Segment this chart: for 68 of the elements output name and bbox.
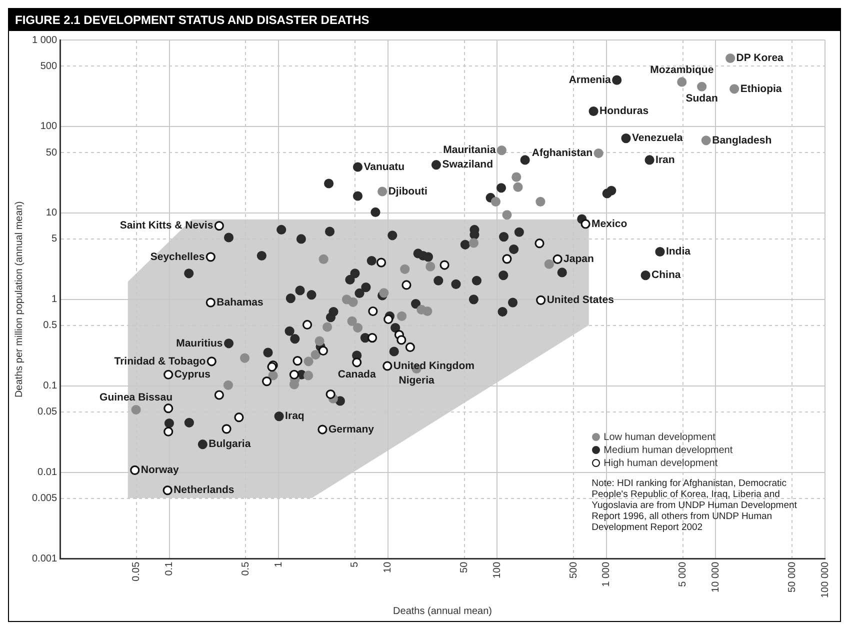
annotation: Venezuela <box>632 132 683 144</box>
annotation: United Kingdom <box>393 360 474 372</box>
x-tick-label: 50 000 <box>786 561 798 592</box>
y-tick-label: 0.001 <box>32 554 58 565</box>
y-axis-title: Deaths per million population (annual mean) <box>14 201 25 398</box>
legend-label: High human development <box>604 458 718 469</box>
annotation: Swaziland <box>442 158 493 171</box>
annotation: Japan <box>564 253 594 266</box>
annotation: Mozambique <box>650 64 714 76</box>
annotation: Bahamas <box>216 296 264 308</box>
annotation: Netherlands <box>174 484 234 496</box>
x-tick-label: 50 <box>459 561 470 573</box>
y-tick-label: 10 <box>46 208 58 219</box>
annotation: Note: HDI ranking for Afghanistan, Democratic People's Republic of Korea, Iraq, Liberia and Yugoslavia are from UNDP Human Development Report 1996, all others from UNDP Human Development Report 2002 <box>592 478 798 534</box>
y-tick-label: 5 <box>51 234 58 245</box>
annotation: Mauritius <box>176 337 223 350</box>
annotation: Armenia <box>568 74 611 86</box>
y-tick-label: 500 <box>40 60 58 72</box>
annotation: Sudan <box>686 92 718 105</box>
x-tick-label: 5 <box>350 561 361 568</box>
annotation: Mexico <box>592 218 628 230</box>
y-tick-label: 0.005 <box>32 493 58 504</box>
chart-title: FIGURE 2.1 DEVELOPMENT STATUS AND DISASTER DEATHS <box>9 9 840 31</box>
x-tick-label: 100 000 <box>820 561 831 598</box>
x-tick-label: 5 000 <box>678 561 689 587</box>
y-tick-label: 100 <box>40 121 58 132</box>
y-tick-label: 0.1 <box>43 380 58 392</box>
annotation: Nigeria <box>398 374 435 387</box>
x-tick-label: 1 000 <box>601 561 612 587</box>
annotation: Vanuatu <box>364 160 405 173</box>
x-axis-title: Deaths (annual mean) <box>393 606 492 617</box>
annotation: United States <box>546 294 614 306</box>
legend-label: Low human development <box>604 432 716 443</box>
x-tick-label: 10 000 <box>710 561 722 592</box>
annotation: Iraq <box>285 410 304 422</box>
x-tick-label: 10 <box>382 561 394 573</box>
legend-label: Medium human development <box>604 444 733 456</box>
annotation: Saint Kitts & Nevis <box>120 220 214 232</box>
annotation: Norway <box>140 464 179 476</box>
x-tick-label: 1 <box>273 561 284 568</box>
y-tick-label: 0.5 <box>43 320 58 332</box>
annotation: Afghanistan <box>532 147 593 160</box>
annotation: Germany <box>328 423 374 436</box>
annotation: Djibouti <box>388 185 428 198</box>
annotation: Guinea Bissau <box>100 392 173 404</box>
y-tick-label: 0.05 <box>38 406 58 418</box>
x-tick-label: 0.5 <box>240 561 252 576</box>
x-tick-label: 500 <box>568 561 580 579</box>
annotation: Bulgaria <box>208 438 251 450</box>
annotation: Mauritania <box>443 144 496 156</box>
annotation: Canada <box>338 368 376 380</box>
annotation: Honduras <box>600 105 649 118</box>
x-tick-label: 0.1 <box>164 561 176 576</box>
annotation: Cyprus <box>174 368 211 381</box>
x-tick-label: 0.05 <box>131 561 142 582</box>
annotation: India <box>666 246 691 258</box>
y-tick-label: 50 <box>46 147 58 158</box>
annotation: Seychelles <box>150 250 205 263</box>
annotation: China <box>652 269 681 282</box>
y-tick-label: 0.01 <box>38 467 58 478</box>
annotation: Bangladesh <box>712 134 772 146</box>
y-tick-label: 1 <box>51 294 58 306</box>
annotation: Iran <box>656 154 675 166</box>
annotation: Trinidad & Tobago <box>114 355 206 368</box>
x-tick-label: 100 <box>492 561 503 579</box>
annotation: Ethiopia <box>740 82 782 95</box>
annotation: DP Korea <box>736 52 784 64</box>
y-tick-label: 1 000 <box>32 34 58 46</box>
